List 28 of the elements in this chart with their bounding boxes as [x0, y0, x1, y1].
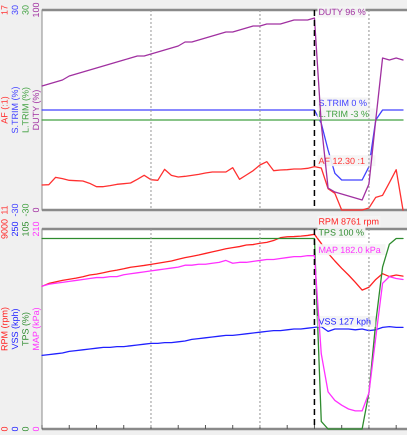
- y3-tick-label: 0: [20, 426, 31, 432]
- y-axis-title: RPM (rpm): [0, 307, 10, 351]
- y-tick-label: 100: [31, 2, 42, 18]
- y2-tick-label: 30: [10, 4, 20, 16]
- y2-tick-label: -30: [10, 203, 20, 217]
- y2-tick-label: 250: [10, 221, 20, 237]
- y-tick-label: 0: [31, 426, 42, 432]
- y-tick-label: 0: [31, 207, 42, 213]
- y2-axis-title: VSS (kph): [10, 308, 20, 350]
- y2-tick-label: 0: [10, 426, 20, 432]
- y-tick-label: 11: [0, 205, 10, 215]
- data-label: RPM 8761 rpm: [318, 216, 379, 227]
- y-tick-label: 17: [0, 4, 10, 16]
- data-label: MAP 182.0 kPa: [318, 244, 381, 255]
- data-label: DUTY 96 %: [318, 7, 366, 18]
- y3-tick-label: 105: [20, 221, 31, 237]
- y-axis-title: AF (:1): [0, 96, 10, 124]
- y3-axis-title: TPS (%): [20, 312, 31, 346]
- y-axis-title: MAP (kPa): [31, 307, 42, 351]
- y3-tick-label: 30: [20, 4, 31, 16]
- y-tick-label: 210: [31, 221, 42, 237]
- y3-axis-title: L.TRIM (%): [20, 87, 31, 133]
- y-axis-title: DUTY (%): [31, 90, 42, 130]
- y2-axis-title: S.TRIM (%): [10, 86, 20, 134]
- y3-tick-label: -30: [20, 203, 31, 217]
- y-tick-label: 0: [0, 426, 10, 432]
- data-label: TPS 100 %: [318, 228, 364, 238]
- y-tick-label: 9000: [0, 218, 10, 240]
